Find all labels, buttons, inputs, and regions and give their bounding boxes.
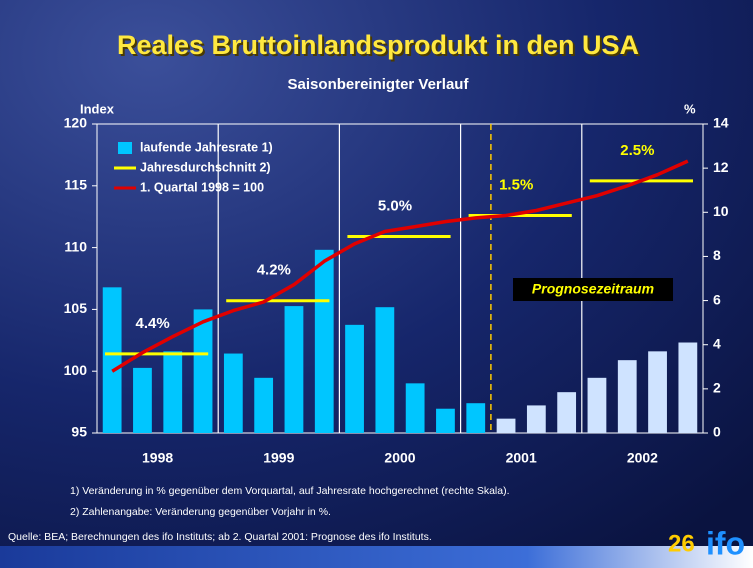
- bar: [375, 307, 395, 433]
- plot-frame: [96, 123, 704, 434]
- plot: 95 100 105 110 115 120 0 2 4 6 8 10 12 14 1998 1999 2000…: [64, 115, 729, 466]
- bar: [526, 405, 546, 433]
- y-tick-label: 120: [64, 115, 88, 131]
- annotation: 2.5%: [620, 142, 654, 159]
- legend-label: laufende Jahresrate 1): [140, 140, 273, 154]
- y2-axis-label: %: [684, 101, 696, 116]
- logo: ifo: [706, 525, 745, 561]
- bar: [345, 324, 364, 433]
- y2-tick-label: 4: [713, 335, 721, 351]
- annotation: 4.2%: [257, 262, 291, 279]
- y-tick-label: 115: [64, 177, 87, 193]
- x-tick-label: 2001: [506, 450, 537, 466]
- x-tick-label: 1998: [142, 450, 173, 466]
- bar: [587, 377, 607, 433]
- legend-label: Jahresdurchschnitt 2): [140, 160, 271, 174]
- bar: [133, 367, 152, 433]
- bar: [223, 353, 243, 433]
- bar: [284, 306, 304, 433]
- annotation: 1.5%: [499, 176, 533, 193]
- bar: [436, 408, 455, 433]
- y2-tick-label: 2: [713, 380, 721, 396]
- annotation: 5.0%: [378, 197, 412, 214]
- footer-band: [0, 546, 753, 568]
- index-line: [111, 159, 689, 373]
- x-tick-label: 1999: [263, 450, 294, 466]
- bar: [405, 383, 425, 433]
- y2-tick-label: 12: [713, 159, 729, 175]
- source: Quelle: BEA; Berechnungen des ifo Instit…: [8, 531, 432, 543]
- forecast-box: [513, 278, 673, 301]
- bar: [557, 392, 577, 433]
- y2-tick-label: 10: [713, 203, 729, 219]
- chart-title: Reales Bruttoinlandsprodukt in den USA: [117, 30, 639, 60]
- y-tick-label: 105: [64, 300, 88, 316]
- y2-tick-label: 0: [713, 424, 721, 440]
- bar: [648, 351, 667, 433]
- subtitle: Saisonbereinigter Verlauf: [288, 76, 470, 93]
- bar: [254, 377, 274, 433]
- x-tick-label: 2002: [627, 450, 658, 466]
- y2-tick-label: 14: [713, 115, 729, 131]
- y2-tick-label: 8: [713, 247, 721, 263]
- annotation: 4.4%: [135, 315, 169, 332]
- bar: [466, 403, 486, 433]
- forecast-label: Prognosezeitraum: [532, 281, 654, 297]
- page-number: 26: [668, 530, 695, 557]
- y-tick-label: 95: [71, 424, 87, 440]
- bar: [314, 249, 334, 433]
- y-axis-label: Index: [80, 101, 115, 116]
- x-tick-label: 2000: [384, 450, 415, 466]
- bar: [193, 309, 213, 433]
- footnote: 2) Zahlenangabe: Veränderung gegenüber V…: [70, 506, 331, 518]
- bar: [678, 342, 698, 433]
- bar: [163, 351, 183, 433]
- title-shadow: Reales Bruttoinlandsprodukt in den USA: [119, 32, 641, 62]
- y-tick-label: 110: [64, 238, 87, 254]
- legend-label: 1. Quartal 1998 = 100: [140, 180, 264, 194]
- y-tick-label: 100: [64, 362, 88, 378]
- bar: [496, 418, 516, 433]
- y2-tick-label: 6: [713, 291, 721, 307]
- bar: [617, 360, 637, 433]
- legend-swatch: [118, 142, 132, 154]
- bar: [102, 287, 122, 433]
- footnote: 1) Veränderung in % gegenüber dem Vorqua…: [70, 485, 510, 497]
